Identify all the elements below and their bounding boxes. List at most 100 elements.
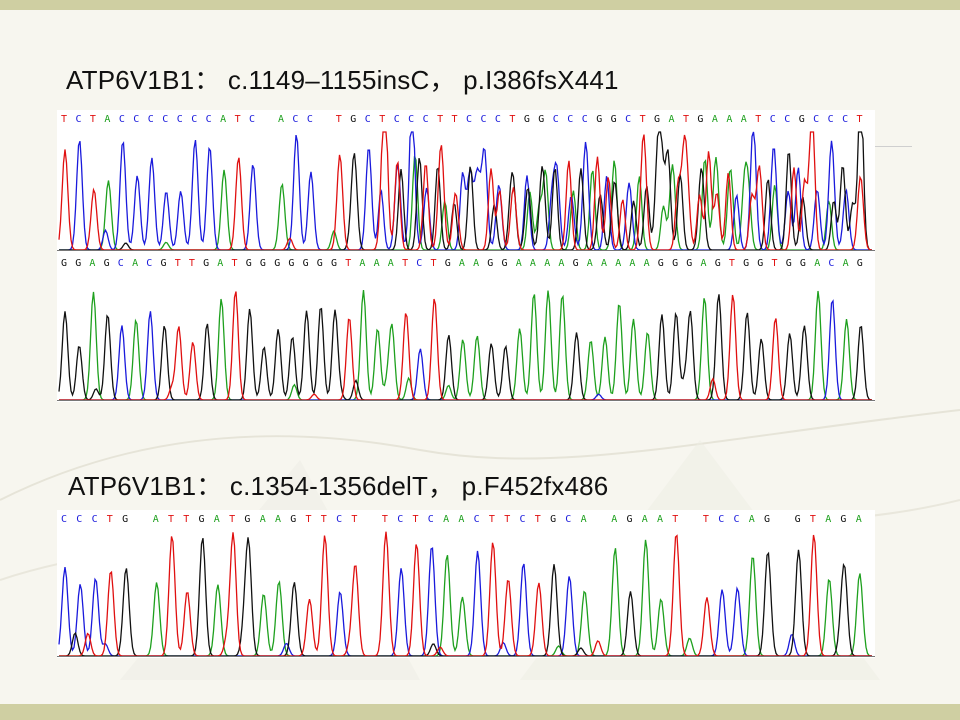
base-letter: T xyxy=(175,258,181,269)
base-letter: T xyxy=(755,114,761,125)
mutation-title-2: ATP6V1B1： c.1354-1356delT， p.F452fx486 xyxy=(68,471,609,501)
base-letter: A xyxy=(642,514,648,525)
base-letter: C xyxy=(76,114,82,125)
base-letter: A xyxy=(443,514,449,525)
base-letter: A xyxy=(601,258,607,269)
trace-1 xyxy=(57,131,875,251)
base-letter: A xyxy=(657,514,663,525)
base-letter: T xyxy=(703,514,709,525)
base-letter: G xyxy=(800,258,806,269)
base-letter: A xyxy=(220,114,226,125)
base-letter: C xyxy=(177,114,183,125)
base-letter: G xyxy=(672,258,678,269)
base-letter: G xyxy=(786,258,792,269)
base-letter: C xyxy=(520,514,526,525)
base-letter: G xyxy=(764,514,770,525)
base-letter: C xyxy=(307,114,313,125)
base-letter: A xyxy=(275,514,281,525)
base-letter: G xyxy=(290,514,296,525)
base-letter: T xyxy=(402,258,408,269)
base-letter: A xyxy=(544,258,550,269)
base-letter: T xyxy=(61,114,67,125)
base-letter: A xyxy=(530,258,536,269)
base-letter: C xyxy=(495,114,501,125)
base-letter: G xyxy=(799,114,805,125)
base-letter: C xyxy=(119,114,125,125)
base-letter: G xyxy=(538,114,544,125)
base-letter: A xyxy=(587,258,593,269)
base-letter: C xyxy=(416,258,422,269)
base-letter: C xyxy=(206,114,212,125)
base-letter: A xyxy=(629,258,635,269)
base-letter: T xyxy=(189,258,195,269)
base-letter: C xyxy=(828,258,834,269)
base-letter: T xyxy=(857,114,863,125)
base-letter: G xyxy=(104,258,110,269)
base-letter: A xyxy=(89,258,95,269)
base-letter: G xyxy=(611,114,617,125)
base-letter: C xyxy=(191,114,197,125)
base-letter: A xyxy=(825,514,831,525)
trace-a xyxy=(59,539,873,657)
base-letter: T xyxy=(640,114,646,125)
base-letter: C xyxy=(428,514,434,525)
base-letter: T xyxy=(382,514,388,525)
base-letter: A xyxy=(459,258,465,269)
base-letter: A xyxy=(516,258,522,269)
base-letter: T xyxy=(413,514,419,525)
base-letter: C xyxy=(92,514,98,525)
base-letter: G xyxy=(658,258,664,269)
base-letter: G xyxy=(203,258,209,269)
base-letter: A xyxy=(749,514,755,525)
base-letter: A xyxy=(814,258,820,269)
base-letter: T xyxy=(321,514,327,525)
base-letter: G xyxy=(697,114,703,125)
base-letter: G xyxy=(288,258,294,269)
base-letter: C xyxy=(466,114,472,125)
base-letter: C xyxy=(784,114,790,125)
base-letter: G xyxy=(274,258,280,269)
base-letter: G xyxy=(596,114,602,125)
base-letter: T xyxy=(90,114,96,125)
base-letter: A xyxy=(104,114,110,125)
base-letter: T xyxy=(379,114,385,125)
base-letter: G xyxy=(244,514,250,525)
base-letter: T xyxy=(345,258,351,269)
base-letter: C xyxy=(133,114,139,125)
base-letter: A xyxy=(359,258,365,269)
base-letter: C xyxy=(394,114,400,125)
base-letter: T xyxy=(683,114,689,125)
base-letter: C xyxy=(770,114,776,125)
base-letter: C xyxy=(61,514,67,525)
trace-c xyxy=(59,131,872,251)
base-letter: T xyxy=(509,114,515,125)
base-letter: C xyxy=(553,114,559,125)
base-letter: A xyxy=(558,258,564,269)
base-letter: C xyxy=(734,514,740,525)
base-letter: G xyxy=(840,514,846,525)
base-letter: A xyxy=(701,258,707,269)
base-letter: C xyxy=(481,114,487,125)
base-letter: G xyxy=(161,258,167,269)
mutation-title-1: ATP6V1B1： c.1149–1155insC， p.I386fsX441 xyxy=(66,65,619,95)
base-letter: C xyxy=(582,114,588,125)
base-letter: C xyxy=(842,114,848,125)
base-letter: A xyxy=(669,114,675,125)
base-letter: A xyxy=(153,514,159,525)
base-letter: C xyxy=(336,514,342,525)
top-accent-bar xyxy=(0,0,960,10)
base-letter: A xyxy=(741,114,747,125)
base-letter: G xyxy=(715,258,721,269)
base-letter: T xyxy=(351,514,357,525)
base-letter: A xyxy=(611,514,617,525)
base-letter: T xyxy=(535,514,541,525)
base-letter: G xyxy=(524,114,530,125)
base-letter: C xyxy=(408,114,414,125)
base-letter: T xyxy=(504,514,510,525)
